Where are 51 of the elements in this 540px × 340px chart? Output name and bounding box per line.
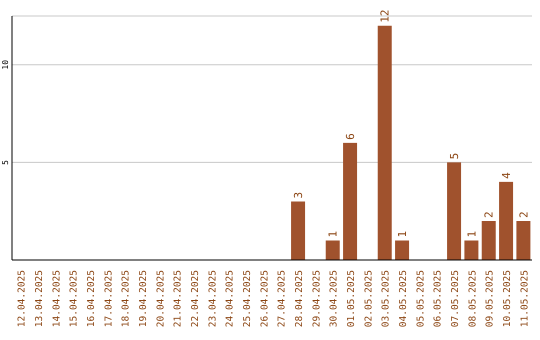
data-label: 6 xyxy=(344,133,358,140)
bar xyxy=(326,240,340,260)
bar xyxy=(378,26,392,260)
x-tick-label: 07.05.2025 xyxy=(450,270,461,328)
data-label: 2 xyxy=(517,211,530,218)
y-tick-label: 10 xyxy=(1,60,10,70)
x-tick-label: 22.04.2025 xyxy=(190,270,201,328)
x-tick-label: 15.04.2025 xyxy=(68,270,80,328)
bar xyxy=(516,220,530,260)
x-tick-label: 08.05.2025 xyxy=(467,270,478,328)
x-tick-label: 02.05.2025 xyxy=(363,270,374,328)
x-tick-label: 11.05.2025 xyxy=(519,270,530,328)
x-tick-label: 24.04.2025 xyxy=(224,270,236,328)
x-tick-label: 25.04.2025 xyxy=(242,270,253,328)
x-tick-label: 14.04.2025 xyxy=(51,270,62,328)
data-label: 12 xyxy=(378,10,392,23)
bar xyxy=(499,182,514,260)
x-tick-label: 16.04.2025 xyxy=(86,270,97,328)
x-tick-label: 21.04.2025 xyxy=(172,270,184,328)
data-label: 2 xyxy=(482,211,496,218)
x-tick-label: 19.04.2025 xyxy=(138,270,149,328)
x-tick-label: 23.04.2025 xyxy=(207,270,218,328)
x-tick-label: 10.05.2025 xyxy=(502,270,513,328)
bar xyxy=(343,142,358,260)
x-tick-label: 29.04.2025 xyxy=(311,270,322,328)
x-tick-label: 12.04.2025 xyxy=(16,270,28,328)
x-tick-label: 18.04.2025 xyxy=(120,270,132,328)
x-tick-label: 27.04.2025 xyxy=(276,270,288,328)
x-tick-label: 30.04.2025 xyxy=(328,270,340,328)
bar xyxy=(447,162,462,260)
bar xyxy=(482,220,496,260)
data-label: 1 xyxy=(465,230,478,238)
x-tick-label: 28.04.2025 xyxy=(294,270,305,328)
data-label: 4 xyxy=(500,172,514,179)
x-tick-label: 09.05.2025 xyxy=(484,270,496,328)
x-tick-label: 26.04.2025 xyxy=(259,270,270,328)
x-tick-label: 17.04.2025 xyxy=(103,270,114,328)
data-label: 3 xyxy=(292,192,306,198)
x-tick-label: 03.05.2025 xyxy=(380,270,392,328)
x-tick-label: 05.05.2025 xyxy=(415,270,426,328)
x-tick-label: 20.04.2025 xyxy=(155,270,166,328)
bar xyxy=(464,240,478,260)
bar xyxy=(395,240,410,260)
x-tick-label: 04.05.2025 xyxy=(398,270,409,328)
data-label: 1 xyxy=(326,230,340,238)
data-label: 5 xyxy=(448,152,462,160)
x-tick-label: 01.05.2025 xyxy=(346,270,357,328)
bar xyxy=(291,201,306,260)
data-label: 1 xyxy=(396,230,410,238)
x-tick-label: 06.05.2025 xyxy=(432,270,444,328)
x-tick-label: 13.04.2025 xyxy=(34,270,45,328)
